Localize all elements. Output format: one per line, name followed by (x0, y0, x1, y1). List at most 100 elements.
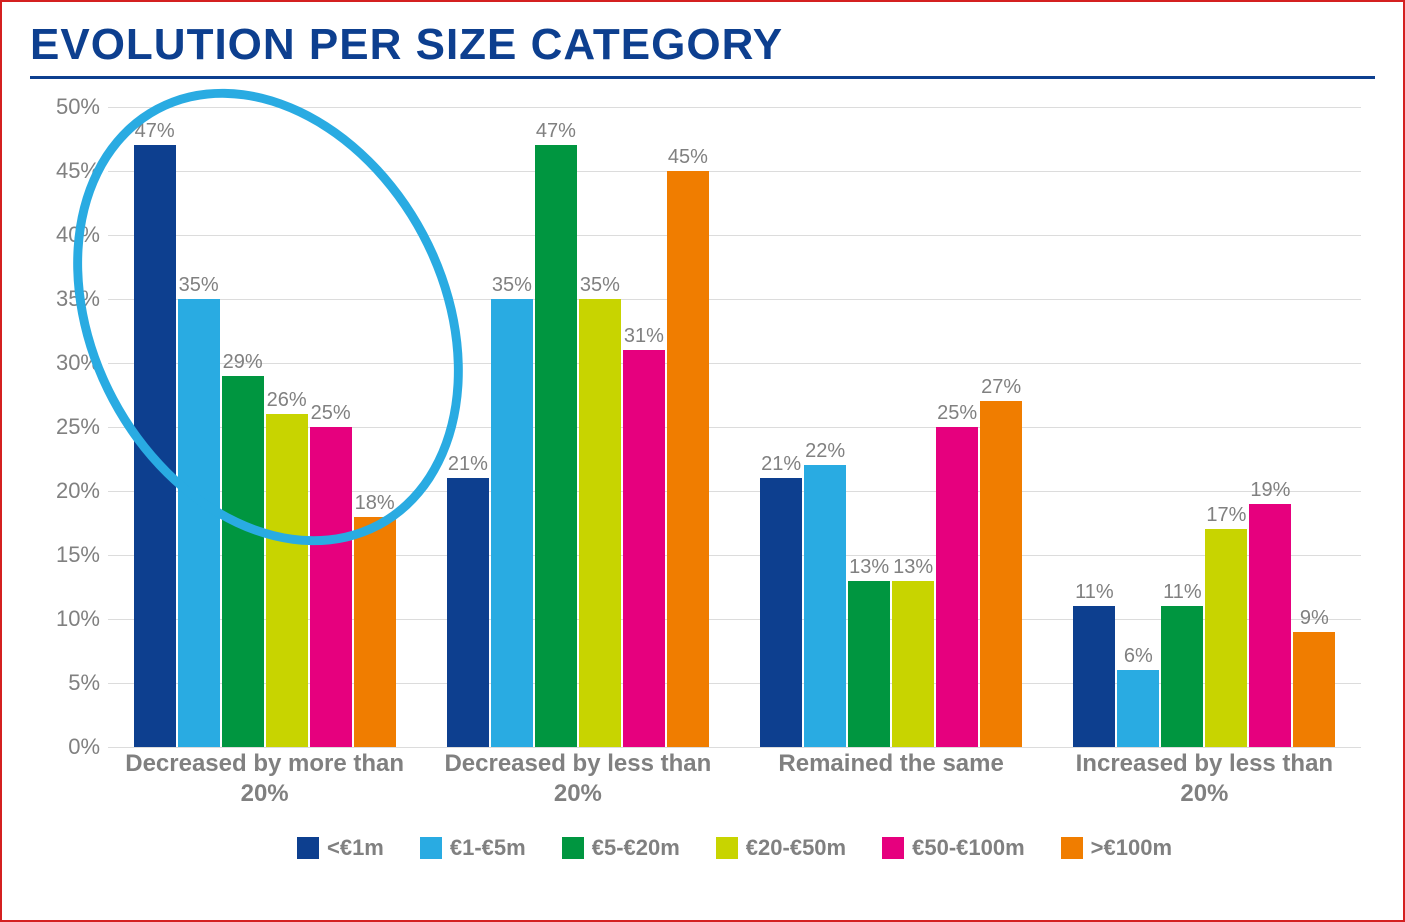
legend-label: <€1m (327, 835, 384, 861)
bar (1117, 670, 1159, 747)
bar-value-label: 22% (805, 440, 845, 463)
bar-group: 21% 35% 47% 35% 31% 45% (447, 120, 709, 747)
bar-column: 47% (134, 120, 176, 747)
legend: <€1m €1-€5m €5-€20m €20-€50m €50-€100m >€100m (108, 835, 1361, 861)
bar-group: 11%6%11%17%19%9% (1073, 479, 1335, 747)
bar-column: 35% (491, 274, 533, 747)
bar (266, 414, 308, 747)
legend-label: €5-€20m (592, 835, 680, 861)
bar (848, 581, 890, 747)
bar-value-label: 6% (1124, 645, 1153, 668)
bar-column: 19% (1249, 479, 1291, 747)
y-tick-label: 35% (30, 286, 100, 312)
page-title: EVOLUTION PER SIZE CATEGORY (30, 20, 1375, 70)
bar-value-label: 35% (179, 274, 219, 297)
x-category-label: Decreased by less than 20% (428, 749, 728, 809)
plot-area: 47%35%29%26%25%18%21%35%47%35%31%45%21%2… (108, 107, 1361, 747)
bar-column: 13% (892, 556, 934, 747)
y-tick-label: 20% (30, 478, 100, 504)
legend-item: €50-€100m (882, 835, 1025, 861)
x-category-label: Increased by less than 20% (1054, 749, 1354, 809)
legend-item: €20-€50m (716, 835, 846, 861)
bar-value-label: 18% (355, 492, 395, 515)
bar-column: 35% (178, 274, 220, 747)
y-tick-label: 45% (30, 158, 100, 184)
bar (222, 376, 264, 747)
bar-value-label: 25% (937, 402, 977, 425)
bar (178, 299, 220, 747)
gridline (108, 747, 1361, 748)
bar (354, 517, 396, 747)
bar-column: 21% (760, 453, 802, 747)
bar-group: 47% 35% 29%26%25% 18% (134, 120, 396, 747)
bar (579, 299, 621, 747)
y-tick-label: 50% (30, 94, 100, 120)
legend-label: €20-€50m (746, 835, 846, 861)
bar-value-label: 45% (668, 146, 708, 169)
bar-value-label: 21% (761, 453, 801, 476)
legend-swatch (562, 837, 584, 859)
y-tick-label: 10% (30, 606, 100, 632)
bar-value-label: 25% (311, 402, 351, 425)
bar-column: 11% (1161, 581, 1203, 747)
bar-value-label: 31% (624, 325, 664, 348)
bar-value-label: 29% (223, 351, 263, 374)
bar-column: 45% (667, 146, 709, 747)
bar-column: 18% (354, 492, 396, 747)
bar-value-label: 17% (1206, 504, 1246, 527)
bar (310, 427, 352, 747)
bar-value-label: 11% (1075, 581, 1114, 604)
legend-swatch (420, 837, 442, 859)
bar-groups: 47%35%29%26%25%18%21%35%47%35%31%45%21%2… (108, 107, 1361, 747)
bar-column: 47% (535, 120, 577, 747)
bar (760, 478, 802, 747)
bar (491, 299, 533, 747)
bar (892, 581, 934, 747)
y-tick-label: 15% (30, 542, 100, 568)
bar (936, 427, 978, 747)
legend-item: €1-€5m (420, 835, 526, 861)
bar-value-label: 47% (135, 120, 175, 143)
bar-column: 31% (623, 325, 665, 747)
x-axis: Decreased by more than 20%Decreased by l… (108, 749, 1361, 809)
bar-column: 26% (266, 389, 308, 747)
slide-frame: EVOLUTION PER SIZE CATEGORY 47% 35% 29%26%… (0, 0, 1405, 922)
x-category-label: Remained the same (741, 749, 1041, 809)
title-underline (30, 76, 1375, 79)
y-tick-label: 30% (30, 350, 100, 376)
bar-column: 13% (848, 556, 890, 747)
bar (804, 465, 846, 747)
legend-label: >€100m (1091, 835, 1172, 861)
y-tick-label: 5% (30, 670, 100, 696)
bar-value-label: 19% (1250, 479, 1290, 502)
bar-value-label: 11% (1163, 581, 1202, 604)
bar-group: 21%22% 13%13% 25%27% (760, 376, 1022, 747)
bar (1161, 606, 1203, 747)
bar-value-label: 26% (267, 389, 307, 412)
bar (980, 401, 1022, 747)
y-tick-label: 40% (30, 222, 100, 248)
bar (1249, 504, 1291, 747)
bar-column: 21% (447, 453, 489, 747)
legend-swatch (1061, 837, 1083, 859)
legend-label: €50-€100m (912, 835, 1025, 861)
bar (1073, 606, 1115, 747)
bar-value-label: 35% (492, 274, 532, 297)
bar-value-label: 27% (981, 376, 1021, 399)
bar-column: 17% (1205, 504, 1247, 747)
bar-column: 22% (804, 440, 846, 747)
bar (623, 350, 665, 747)
bar-column: 27% (980, 376, 1022, 747)
bar-column: 25% (936, 402, 978, 747)
legend-item: <€1m (297, 835, 384, 861)
chart-container: 47%35%29%26%25%18%21%35%47%35%31%45%21%2… (30, 87, 1375, 887)
bar (134, 145, 176, 747)
legend-item: >€100m (1061, 835, 1172, 861)
legend-item: €5-€20m (562, 835, 680, 861)
bar-value-label: 35% (580, 274, 620, 297)
x-category-label: Decreased by more than 20% (115, 749, 415, 809)
bar-value-label: 47% (536, 120, 576, 143)
bar-value-label: 13% (849, 556, 889, 579)
bar-column: 25% (310, 402, 352, 747)
bar (1293, 632, 1335, 747)
